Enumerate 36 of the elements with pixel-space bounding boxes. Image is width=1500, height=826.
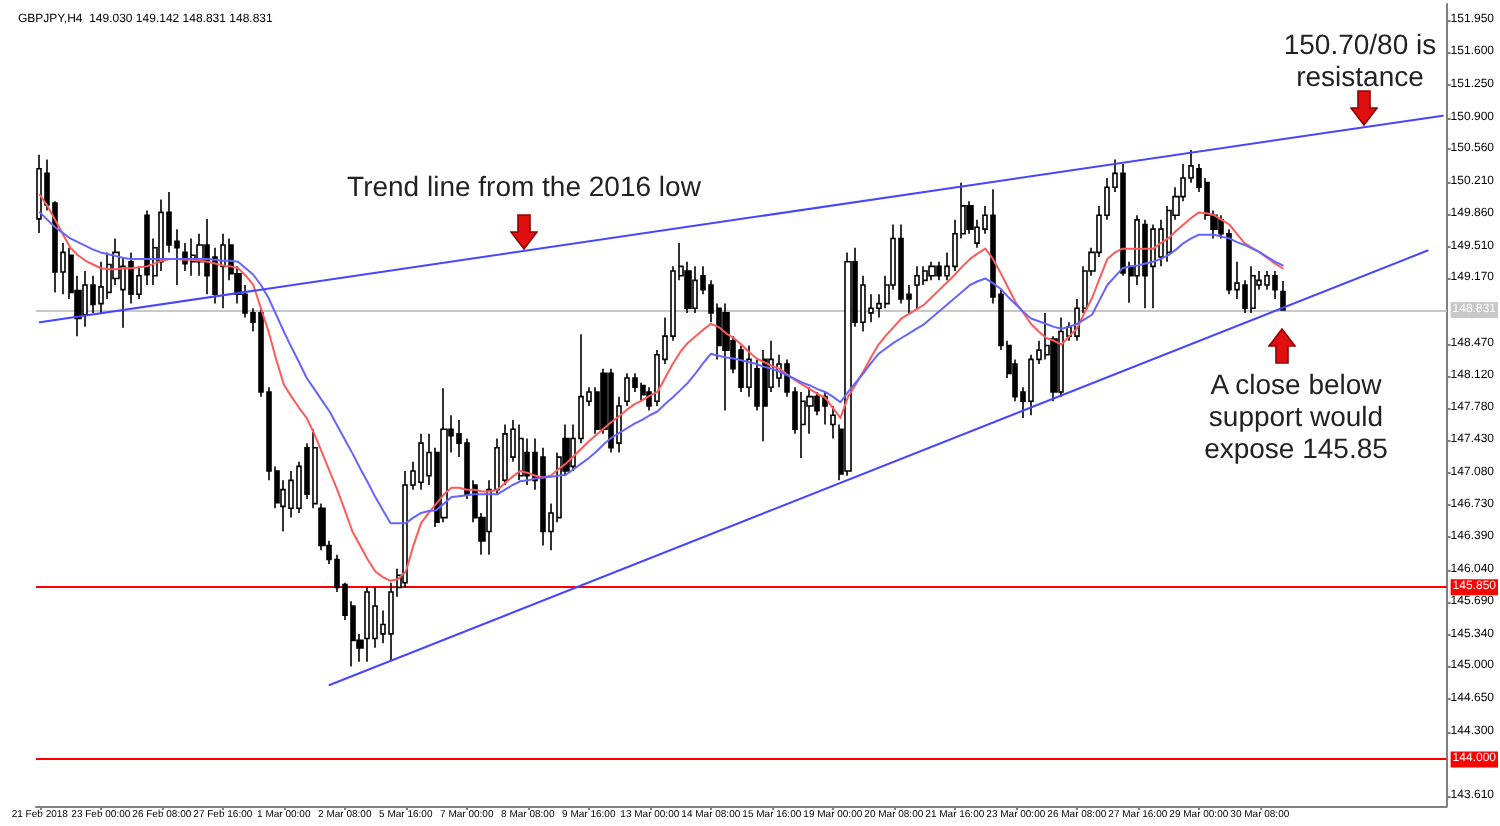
candlestick	[518, 423, 524, 482]
candlestick	[800, 391, 806, 459]
annotation: Trend line from the 2016 low	[345, 170, 703, 202]
annotation: A close below support would expose 145.85	[1202, 368, 1390, 464]
candlestick	[1264, 270, 1270, 291]
candlestick	[418, 433, 424, 491]
candlestick	[928, 260, 936, 282]
candlestick	[898, 223, 904, 305]
candlestick	[486, 479, 492, 556]
candlestick	[1250, 265, 1256, 314]
candlestick	[722, 302, 730, 412]
candlestick	[844, 251, 852, 477]
candlestick	[608, 367, 614, 454]
candlestick	[1150, 223, 1156, 310]
candlestick	[98, 260, 104, 314]
candlestick	[1142, 219, 1148, 310]
candlestick	[502, 423, 508, 486]
candlestick	[914, 265, 920, 310]
candlestick	[312, 428, 318, 510]
candlestick	[440, 387, 448, 524]
candlestick	[1280, 280, 1286, 311]
candlestick	[204, 218, 210, 296]
candlestick	[402, 470, 408, 589]
annotation: 150.70/80 is resistance	[1283, 28, 1437, 92]
candlestick	[82, 270, 88, 328]
candlestick	[738, 344, 744, 393]
candlestick	[1058, 316, 1064, 398]
candlestick	[640, 381, 646, 403]
candlestick	[36, 153, 42, 234]
candlestick	[364, 586, 370, 663]
candlestick	[692, 265, 698, 314]
candlestick	[830, 405, 836, 440]
candlestick	[1272, 270, 1278, 300]
candlestick	[762, 349, 768, 443]
candlestick	[936, 260, 942, 282]
candlestick	[624, 372, 630, 407]
